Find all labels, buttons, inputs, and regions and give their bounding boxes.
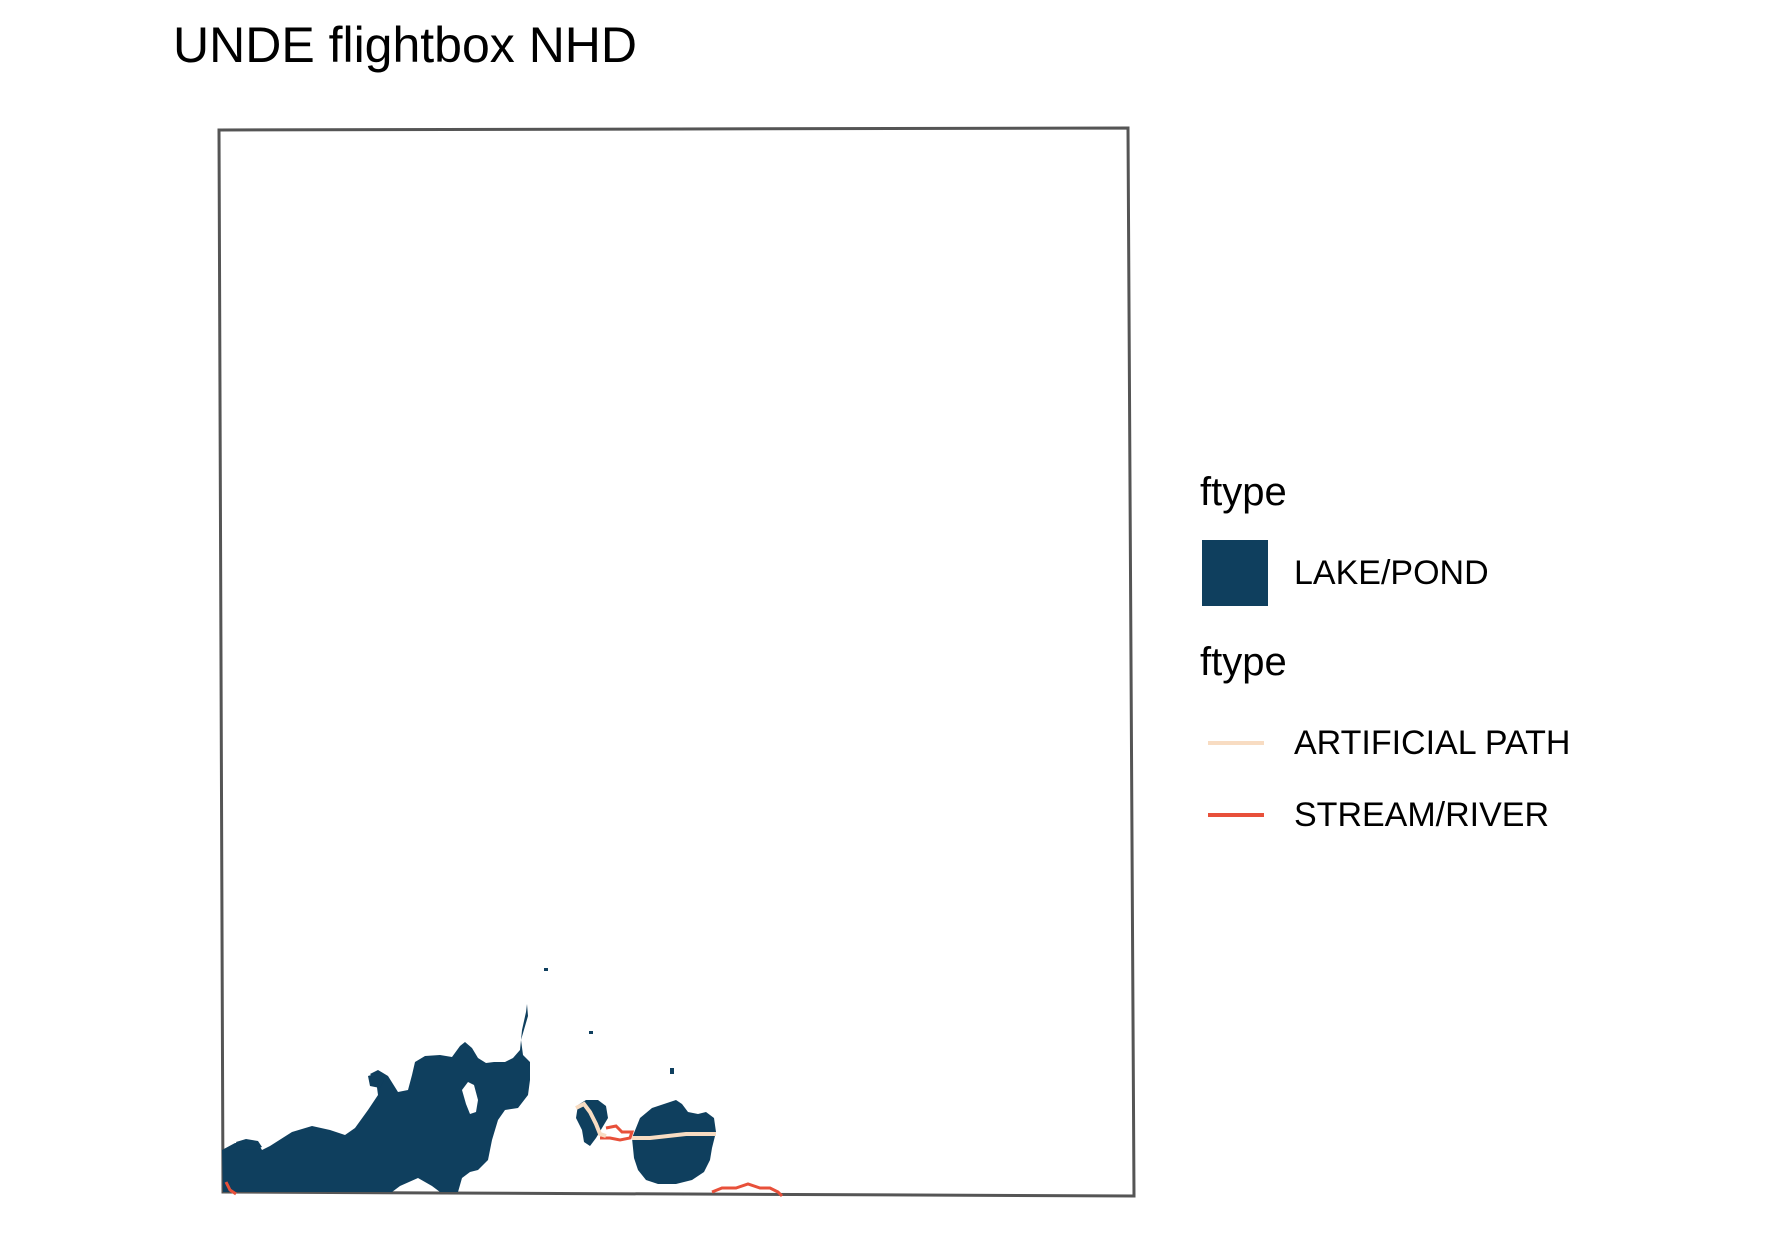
artificial-path-features [575,1101,716,1140]
artificial-path-swatch [1202,710,1268,776]
lake-pond-polygon [576,1100,608,1146]
stream-river-line [224,1181,237,1196]
legend-item-artificial-path: ARTIFICIAL PATH [1200,710,1620,776]
legend-label-artificial-path: ARTIFICIAL PATH [1294,724,1571,762]
map-title: UNDE flightbox NHD [173,17,638,73]
stream-river-line [600,1124,635,1142]
lake-island [462,1082,478,1114]
lake-pond-speck [670,1068,674,1074]
lake-pond-features [222,968,716,1192]
stream-river-features [224,1124,784,1198]
lake-pond-swatch [1202,540,1268,606]
flightbox-outline [217,126,1136,1198]
legend-line-heading: ftype [1200,640,1287,684]
legend-label-stream-river: STREAM/RIVER [1294,796,1550,834]
lake-pond-polygon [222,1004,530,1192]
artificial-path-line-swatch [1208,741,1264,745]
stream-river-swatch [1202,782,1268,848]
legend-fill-heading: ftype [1200,470,1287,514]
legend-label-lake-pond: LAKE/POND [1294,554,1489,592]
legend-item-lake-pond: LAKE/POND [1200,540,1620,606]
lake-pond-speck [544,968,548,971]
artificial-path-line [575,1101,607,1138]
lake-pond-speck [225,1170,230,1178]
lake-pond-speck [306,1186,312,1191]
lake-pond-fill-swatch [1202,540,1268,606]
lake-pond-speck [589,1031,593,1034]
lake-pond-polygon [368,1073,384,1088]
lake-pond-polygon [236,1139,262,1150]
lake-pond-polygon [632,1100,716,1184]
stream-river-line-swatch [1208,813,1264,817]
lake-pond-speck [273,1186,279,1191]
artificial-path-line [632,1132,716,1140]
stream-river-line [711,1182,784,1198]
legend-item-stream-river: STREAM/RIVER [1200,782,1620,848]
